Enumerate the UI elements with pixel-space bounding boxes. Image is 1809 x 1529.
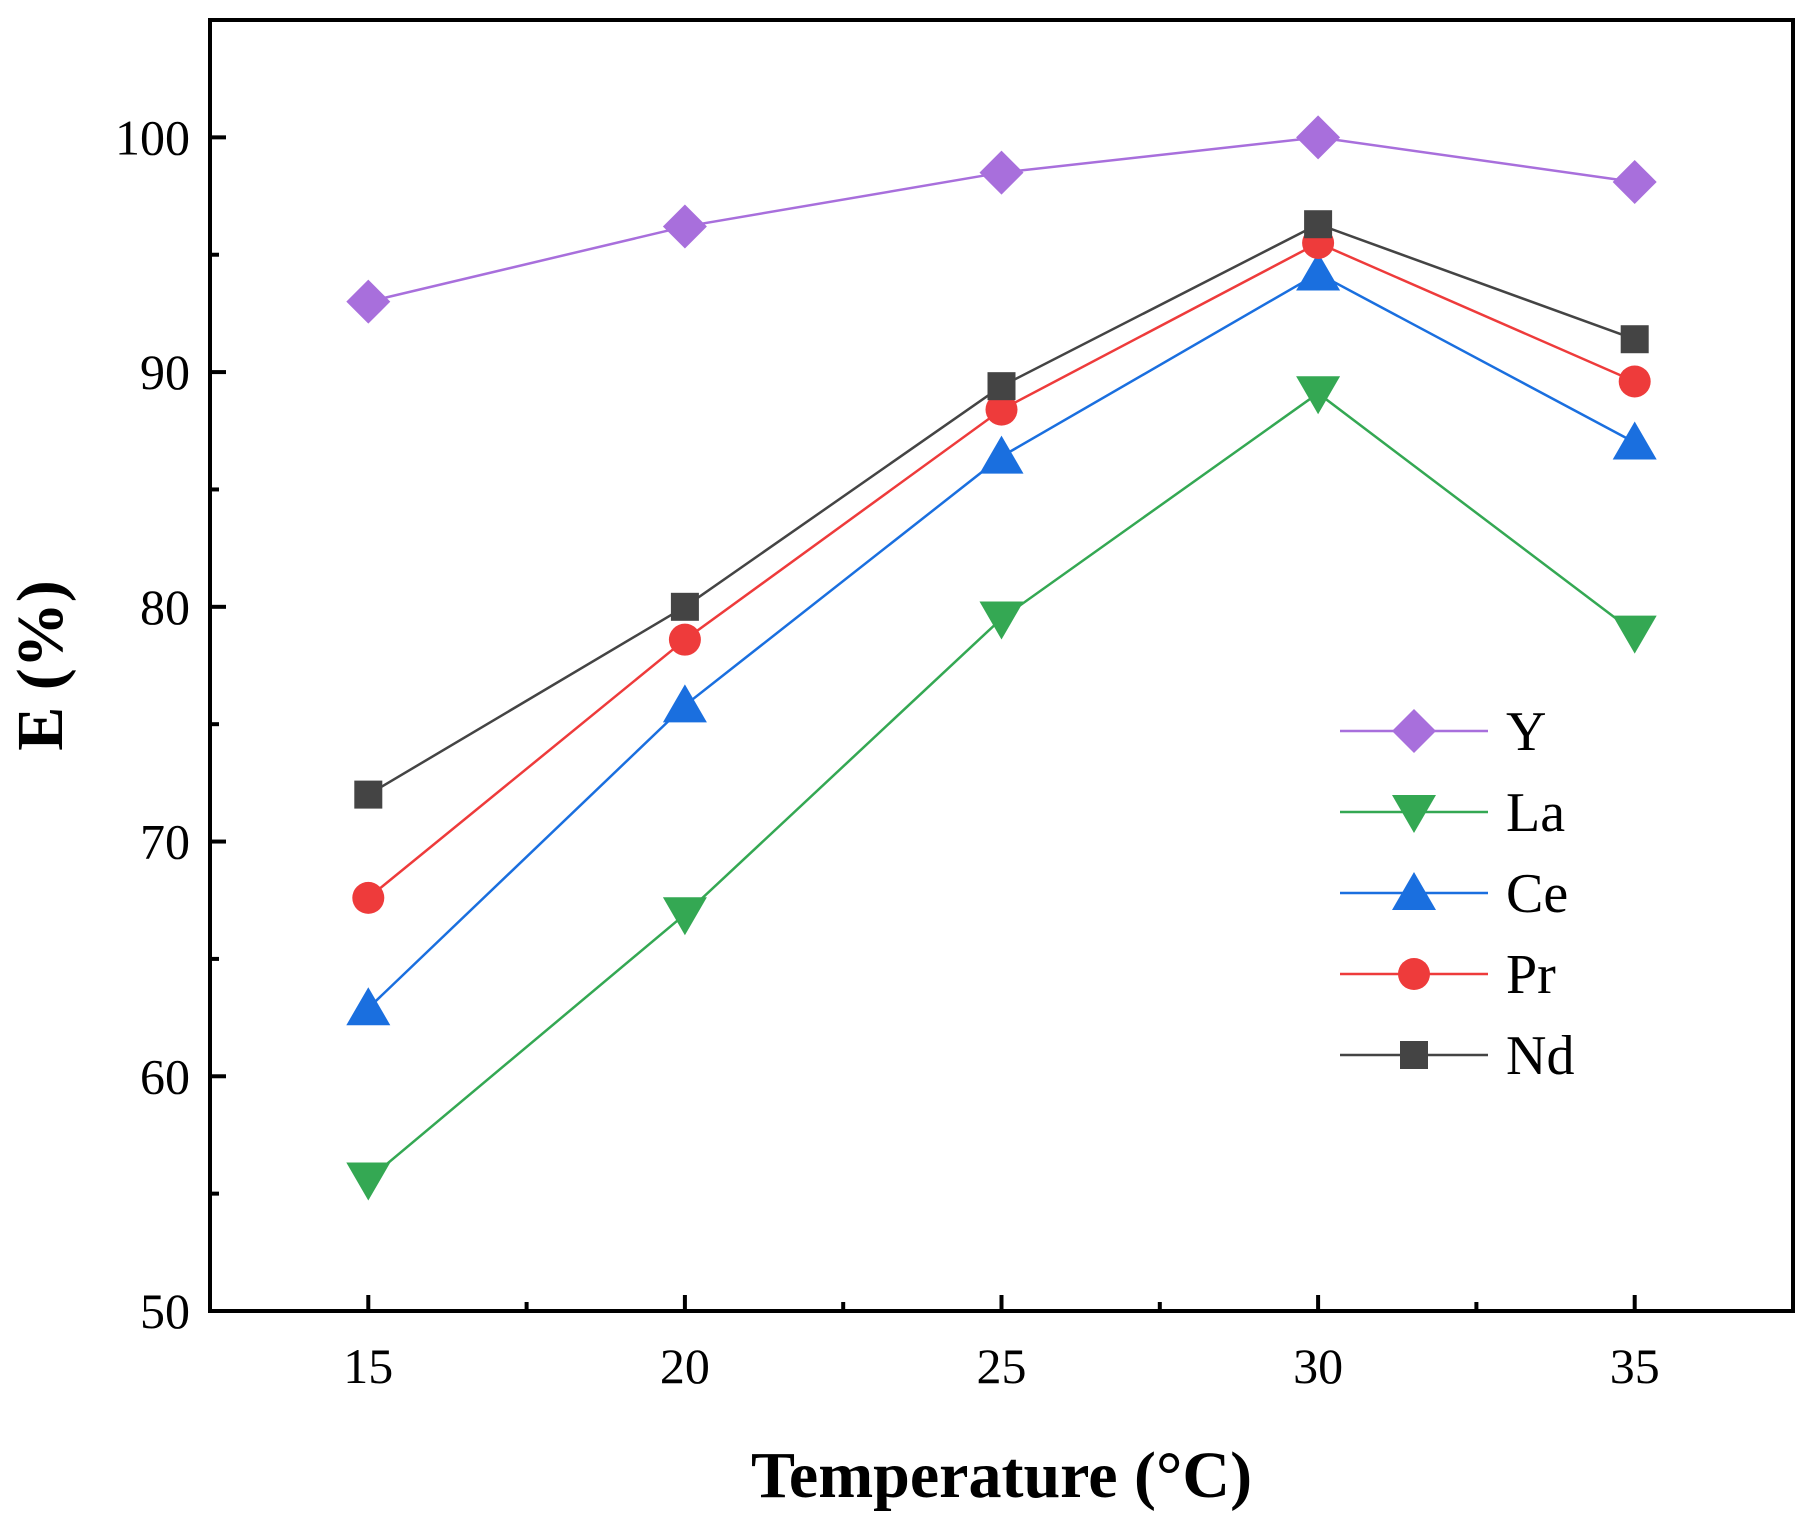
data-point-la (1296, 376, 1341, 415)
y-tick-label: 70 (140, 814, 190, 870)
data-point-nd (354, 780, 383, 809)
x-tick-label: 15 (343, 1338, 393, 1394)
data-point-y (1296, 115, 1341, 160)
series-nd (354, 210, 1649, 809)
legend-marker-la (1392, 795, 1436, 833)
legend: Y La Ce Pr Nd (1340, 701, 1574, 1087)
series-line-nd (367, 222, 1636, 796)
x-axis-title: Temperature (°C) (751, 1439, 1252, 1512)
data-point-la (979, 601, 1024, 640)
legend-label-y: Y (1506, 701, 1546, 763)
legend-label-ce: Ce (1506, 863, 1568, 925)
x-tick-label: 25 (977, 1338, 1027, 1394)
y-tick-label: 100 (115, 109, 190, 165)
series-y (346, 115, 1657, 324)
data-point-pr (985, 393, 1018, 426)
series-line-la (367, 391, 1636, 1181)
data-point-y (1612, 159, 1657, 204)
series-pr (352, 226, 1651, 914)
data-point-ce (979, 435, 1024, 474)
data-point-y (979, 150, 1024, 195)
legend-item-nd: Nd (1340, 1025, 1574, 1087)
data-point-ce (346, 987, 391, 1026)
data-point-nd (987, 372, 1016, 401)
data-point-nd (670, 592, 699, 621)
y-tick-label: 80 (140, 579, 190, 635)
series-ce (346, 252, 1657, 1026)
x-tick-label: 20 (660, 1338, 710, 1394)
legend-item-la: La (1340, 782, 1565, 844)
data-point-nd (1620, 325, 1649, 354)
data-point-la (662, 897, 707, 936)
data-point-ce (1296, 252, 1341, 291)
x-tick-label: 35 (1610, 1338, 1660, 1394)
legend-label-pr: Pr (1506, 944, 1556, 1006)
data-point-ce (1612, 421, 1657, 460)
legend-item-y: Y (1340, 701, 1546, 763)
data-point-y (662, 204, 707, 249)
data-point-ce (662, 684, 707, 723)
plot-frame (208, 18, 1795, 1313)
series-layer (346, 115, 1657, 1201)
legend-item-ce: Ce (1340, 863, 1568, 925)
legend-label-nd: Nd (1506, 1025, 1574, 1087)
data-point-pr (1618, 365, 1651, 398)
y-axis-title: E (%) (4, 580, 77, 750)
y-tick-label: 90 (140, 344, 190, 400)
data-point-la (346, 1162, 391, 1201)
y-tick-label: 60 (140, 1048, 190, 1104)
x-tick-label: 30 (1293, 1338, 1343, 1394)
legend-label-la: La (1506, 782, 1565, 844)
data-point-la (1612, 615, 1657, 654)
legend-marker-nd (1400, 1041, 1428, 1069)
series-la (346, 376, 1657, 1201)
legend-marker-pr (1398, 958, 1430, 990)
data-point-y (346, 279, 391, 324)
axis-ticks: 15 20 25 30 35 50 60 70 80 90 100 (115, 109, 1660, 1394)
legend-marker-ce (1392, 872, 1436, 910)
y-tick-label: 50 (140, 1283, 190, 1339)
data-point-pr (352, 881, 385, 914)
data-point-nd (1304, 210, 1333, 239)
legend-item-pr: Pr (1340, 944, 1556, 1006)
data-point-pr (668, 623, 701, 656)
legend-marker-y (1392, 709, 1436, 753)
